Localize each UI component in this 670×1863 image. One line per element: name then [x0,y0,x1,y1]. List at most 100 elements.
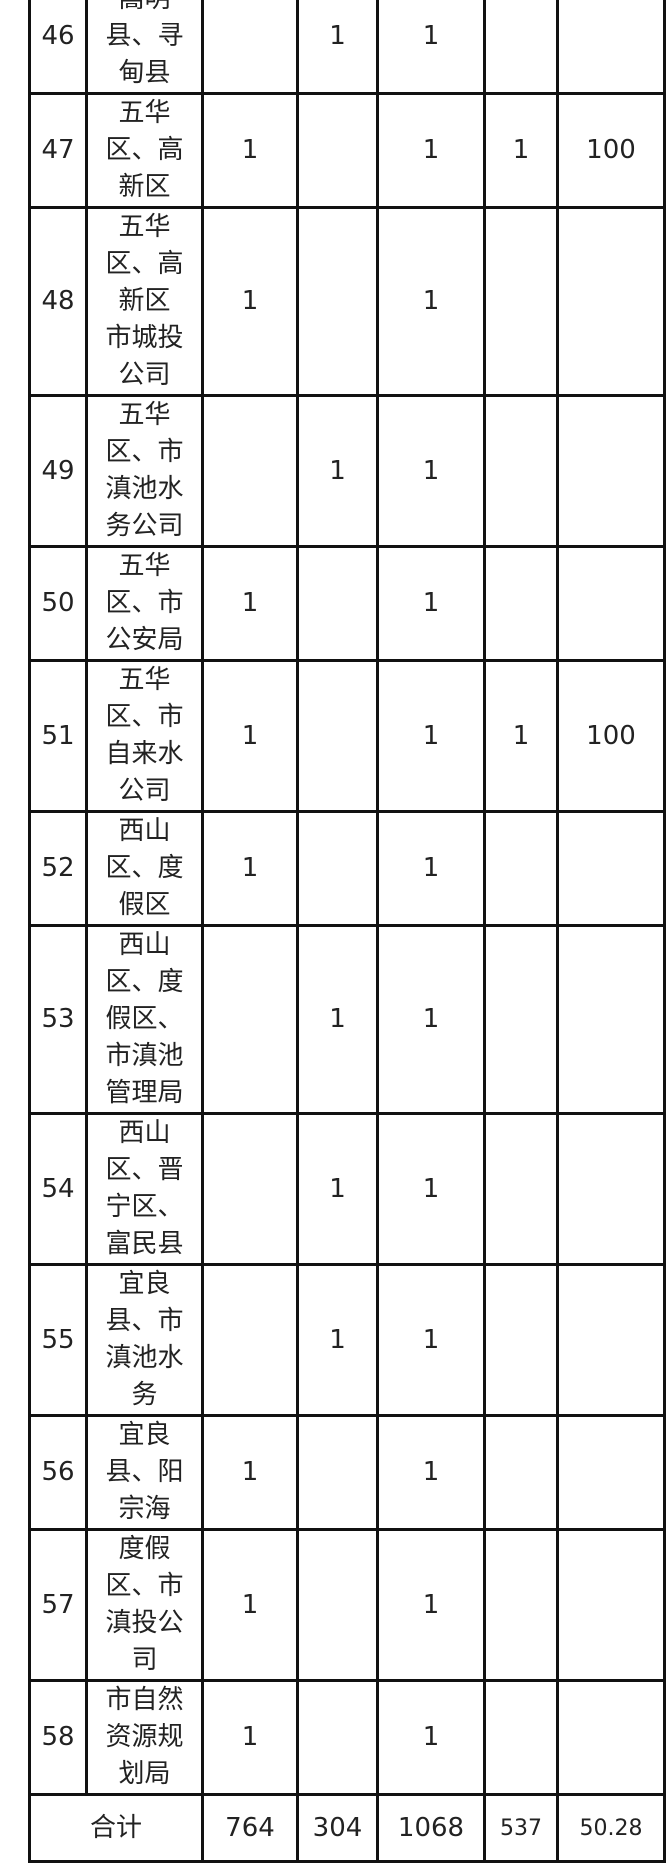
cell [483,1112,559,1266]
row-number: 46 [28,0,88,95]
cell [556,394,666,548]
cell [296,206,379,397]
cell [483,545,559,662]
cell: 100 [556,92,666,209]
table-row: 51 五华 区、市 自来水 公司 1 1 1 100 [28,659,666,813]
cell: 1 [296,1112,379,1266]
row-number: 48 [28,206,88,397]
cell [296,659,379,813]
cell [483,1679,559,1796]
row-name: 度假 区、市 滇投公司 [85,1528,204,1682]
data-table: 46嵩明县、寻甸县1147五华区、高新区11110048五华区、高新区市城投公司… [28,0,666,1863]
name-line: 区、度 [105,853,184,883]
name-line: 西山 [118,930,171,960]
row-name: 西山 区、晋 宁区、 富民县 [85,1112,204,1266]
table-row: 48 五华 区、高 新区 市城投 公司 1 1 [28,206,666,397]
row-number: 56 [28,1414,88,1531]
row-number: 47 [28,92,88,209]
name-line: 划局 [118,1759,171,1789]
cell [483,924,559,1115]
cell: 1 [201,1414,299,1531]
cell: 1 [201,92,299,209]
total-cell: 537 [483,1793,559,1863]
name-line: 资源规 [105,1722,184,1752]
total-label: 合计 [28,1793,204,1863]
cell: 1 [201,206,299,397]
cell [296,92,379,209]
name-line: 新区 [118,286,171,316]
cell [483,810,559,927]
cell: 1 [201,1528,299,1682]
name-line: 县、寻 [105,21,184,51]
cell: 1 [376,1112,486,1266]
row-name: 五华 区、高 新区 [85,92,204,209]
row-number: 55 [28,1263,88,1417]
table-row: 55 宜良 县、市 滇池水务 1 1 [28,1263,666,1417]
name-line: 区、度 [105,967,184,997]
name-line: 市自然 [105,1685,184,1715]
name-line: 县、阳 [105,1457,184,1487]
name-line: 公司 [118,360,171,390]
cell [201,394,299,548]
name-line: 公安局 [105,625,184,655]
name-line: 务 [131,1380,158,1410]
cell: 1 [376,1414,486,1531]
name-line: 甸县 [118,58,171,88]
name-line: 区、高 [105,249,184,279]
row-name: 西山 区、度 假区 [85,810,204,927]
row-name: 宜良 县、阳 宗海 [85,1414,204,1531]
name-line: 滇池水 [105,1343,184,1373]
table-row: 49 五华 区、市 滇池水 务公司 1 1 [28,394,666,548]
name-line: 区、市 [105,437,184,467]
table-row: 57 度假 区、市 滇投公司 1 1 [28,1528,666,1682]
table-row: 50 五华 区、市 公安局 1 1 [28,545,666,662]
cell: 1 [376,1528,486,1682]
name-line: 县、市 [105,1306,184,1336]
cell: 1 [376,1679,486,1796]
total-cell: 764 [201,1793,299,1863]
cell: 1 [376,659,486,813]
cell [556,810,666,927]
cell: 1 [376,92,486,209]
row-number: 49 [28,394,88,548]
cell [296,810,379,927]
cell [556,0,666,95]
cell: 1 [483,659,559,813]
name-line: 新区 [118,172,171,202]
cell: 1 [296,394,379,548]
name-line: 富民县 [105,1229,184,1259]
row-number: 58 [28,1679,88,1796]
row-name: 五华 区、市 自来水 公司 [85,659,204,813]
cell: 1 [376,1263,486,1417]
row-name: 嵩明县、寻甸县 [85,0,204,95]
name-line: 区、晋 [105,1155,184,1185]
table-row: 54 西山 区、晋 宁区、 富民县 1 1 [28,1112,666,1266]
cell [483,1263,559,1417]
row-name: 五华 区、市 公安局 [85,545,204,662]
name-line: 管理局 [105,1078,184,1108]
row-name: 宜良 县、市 滇池水务 [85,1263,204,1417]
name-line: 区、市 [105,588,184,618]
name-line: 市滇池 [105,1041,184,1071]
cell: 1 [376,206,486,397]
name-line: 宁区、 [105,1192,184,1222]
cell [483,1414,559,1531]
cell [296,1414,379,1531]
row-number: 51 [28,659,88,813]
table-row: 52 西山 区、度 假区 1 1 [28,810,666,927]
row-name: 五华 区、高 新区 市城投 公司 [85,206,204,397]
row-number: 53 [28,924,88,1115]
cell [201,924,299,1115]
row-name: 西山 区、度 假区、 市滇池 管理局 [85,924,204,1115]
row-name: 五华 区、市 滇池水 务公司 [85,394,204,548]
table-row: 46嵩明县、寻甸县 11 [28,0,666,95]
name-line: 宜良 [118,1269,171,1299]
cell: 1 [201,659,299,813]
cell [201,0,299,95]
row-number: 54 [28,1112,88,1266]
total-cell: 1068 [376,1793,486,1863]
name-line: 市城投 [105,323,184,353]
name-line: 滇池水 [105,474,184,504]
cell [483,394,559,548]
